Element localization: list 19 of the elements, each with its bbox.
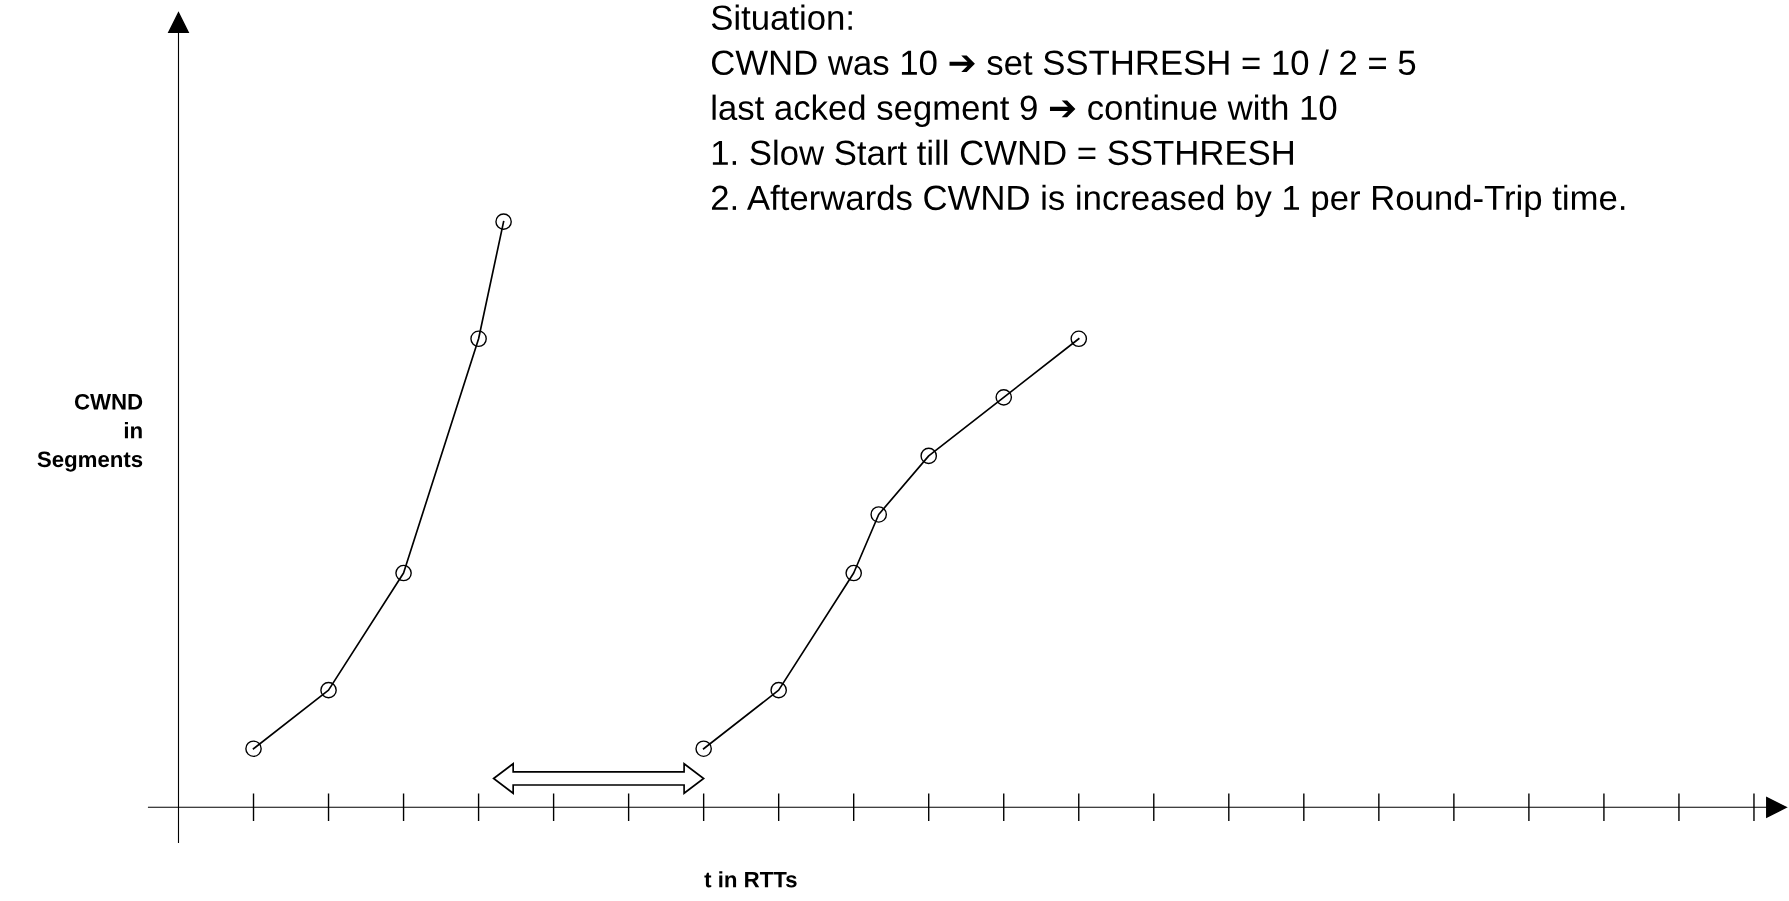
text: Situation: <box>711 4 852 31</box>
point <box>1070 330 1088 348</box>
x-axis-title: t in RTTs <box>704 871 797 888</box>
y-axis-title: CWND in Segments <box>37 393 143 472</box>
text: CWND was 10 ➔ set SSTHRESH = 10 / 2 = 5 <box>712 49 1416 76</box>
point <box>770 681 788 699</box>
text: last acked segment 9 ➔ continue with 10 <box>712 94 1337 127</box>
point <box>245 740 262 758</box>
point <box>470 330 487 348</box>
point <box>870 506 888 523</box>
point <box>995 389 1013 406</box>
point <box>845 564 863 582</box>
point <box>320 681 337 699</box>
point <box>920 447 938 465</box>
point <box>695 740 712 758</box>
point <box>395 564 412 582</box>
point <box>495 213 512 230</box>
text: 2. Afterwards CWND is increased by 1 per Round-Trip time. <box>711 184 1625 218</box>
text: 1. Slow Start till CWND = SSTHRESH <box>712 139 1293 166</box>
